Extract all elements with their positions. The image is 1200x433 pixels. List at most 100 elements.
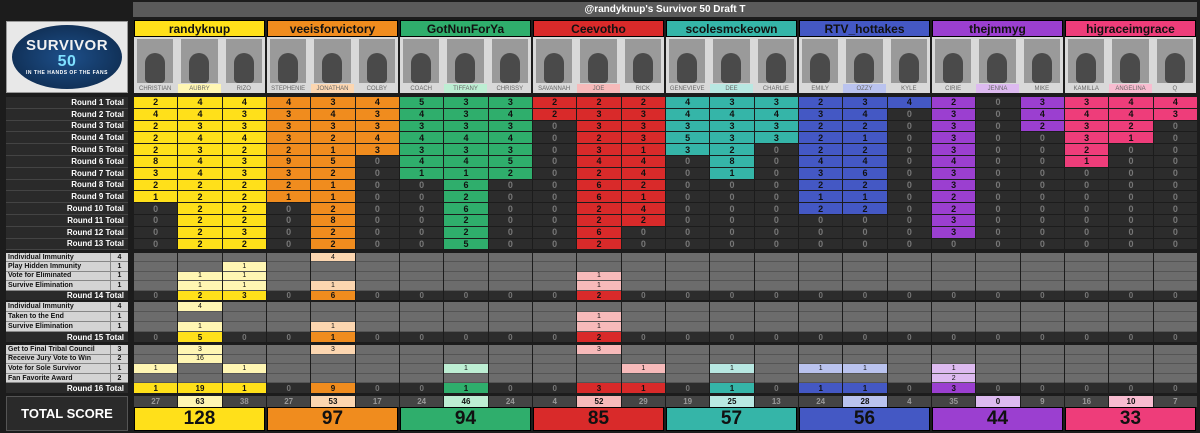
score-cell: 3 [932, 215, 976, 227]
player-total: 53 [311, 396, 355, 407]
score-cell: 2 [222, 215, 266, 227]
score-cell: 4 [311, 108, 355, 121]
bonus-cell [1109, 271, 1153, 282]
score-cell: 2 [799, 132, 843, 145]
score-cell: 4 [355, 97, 399, 109]
bonus-cell [222, 302, 266, 312]
bonus-cell: 1 [222, 271, 266, 282]
score-cell: 2 [577, 215, 621, 227]
score-cell: 3 [710, 120, 754, 133]
score-cell: 4 [577, 156, 621, 168]
score-cell: 2 [178, 191, 222, 204]
score-cell: 2 [222, 144, 266, 156]
round-label: Round 7 Total [6, 167, 128, 180]
round-label: Round 1 Total [6, 97, 128, 109]
photo-silhouette [1076, 53, 1097, 83]
photo-silhouette [677, 53, 698, 83]
score-cell: 3 [799, 108, 843, 121]
player-name: SAVANNAH [538, 85, 571, 92]
bonus-total-cell: 0 [754, 383, 798, 393]
score-cell: 0 [1065, 167, 1109, 180]
score-cell: 0 [976, 203, 1020, 215]
bonus-cell [799, 312, 843, 322]
bonus-cell [1153, 312, 1197, 322]
score-cell: 0 [355, 226, 399, 239]
bonus-cell [533, 271, 577, 282]
score-cell: 3 [134, 167, 178, 180]
bonus-total-label: Round 14 Total [6, 290, 128, 300]
score-cell: 3 [843, 97, 887, 109]
bonus-cell [577, 354, 621, 365]
score-cell: 0 [976, 108, 1020, 121]
bonus-label: Individual Immunity [6, 253, 110, 263]
bonus-total-cell: 2 [577, 290, 621, 300]
bonus-cell [1153, 253, 1197, 263]
bonus-cell [710, 253, 754, 263]
player-photo [491, 39, 528, 83]
score-cell: 4 [400, 156, 444, 168]
bonus-cell [533, 281, 577, 291]
score-cell: 0 [666, 215, 710, 227]
bonus-cell [134, 354, 178, 365]
bonus-total-cell: 0 [1109, 290, 1153, 300]
bonus-cell [1153, 271, 1197, 282]
score-cell: 0 [710, 203, 754, 215]
bonus-cell [1153, 302, 1197, 312]
bonus-cell [1020, 322, 1064, 332]
score-cell: 4 [178, 167, 222, 180]
score-cell: 0 [134, 226, 178, 239]
round-label: Round 10 Total [6, 203, 128, 215]
team-total: 94 [400, 407, 531, 431]
score-cell: 0 [1153, 156, 1197, 168]
score-cell: 3 [355, 108, 399, 121]
bonus-cell [311, 373, 355, 384]
bonus-total-cell: 0 [533, 332, 577, 342]
score-cell: 0 [400, 215, 444, 227]
bonus-cell [976, 302, 1020, 312]
score-cell: 3 [1065, 132, 1109, 145]
player-photo [935, 39, 972, 83]
bonus-cell [843, 354, 887, 365]
bonus-cell [621, 281, 665, 291]
bonus-cell [400, 302, 444, 312]
score-cell: 0 [1153, 191, 1197, 204]
score-cell: 0 [1153, 215, 1197, 227]
bonus-cell [400, 373, 444, 384]
bonus-total-cell: 0 [400, 332, 444, 342]
score-cell: 0 [1109, 203, 1153, 215]
player-total: 25 [710, 396, 754, 407]
bonus-cell [488, 271, 532, 282]
score-cell: 3 [577, 144, 621, 156]
score-cell: 3 [666, 144, 710, 156]
score-cell: 0 [621, 226, 665, 239]
score-cell: 2 [533, 97, 577, 109]
score-cell: 0 [1020, 226, 1064, 239]
score-cell: 0 [976, 191, 1020, 204]
bonus-cell [754, 253, 798, 263]
score-cell: 0 [267, 226, 311, 239]
bonus-total-cell: 0 [621, 332, 665, 342]
bonus-cell [267, 281, 311, 291]
score-cell: 3 [222, 226, 266, 239]
bonus-cell [621, 354, 665, 365]
bonus-total-cell: 0 [355, 290, 399, 300]
score-cell: 5 [311, 156, 355, 168]
score-cell: 4 [488, 108, 532, 121]
bonus-label: Play Hidden Immunity [6, 262, 110, 272]
player-total: 13 [754, 396, 798, 407]
score-cell: 0 [1020, 191, 1064, 204]
photo-silhouette [189, 53, 210, 83]
bonus-cell: 1 [577, 312, 621, 322]
bonus-cell [444, 281, 488, 291]
score-cell: 0 [400, 179, 444, 192]
score-cell: 2 [311, 167, 355, 180]
bonus-total-cell: 0 [134, 332, 178, 342]
bonus-cell: 4 [311, 253, 355, 263]
bonus-total-cell: 0 [887, 290, 931, 300]
team-total: 85 [533, 407, 664, 431]
bonus-cell [887, 354, 931, 365]
team-name: RTV_hottakes [799, 20, 930, 37]
score-cell: 2 [843, 144, 887, 156]
bonus-cell [267, 354, 311, 365]
player-photo [270, 39, 307, 83]
